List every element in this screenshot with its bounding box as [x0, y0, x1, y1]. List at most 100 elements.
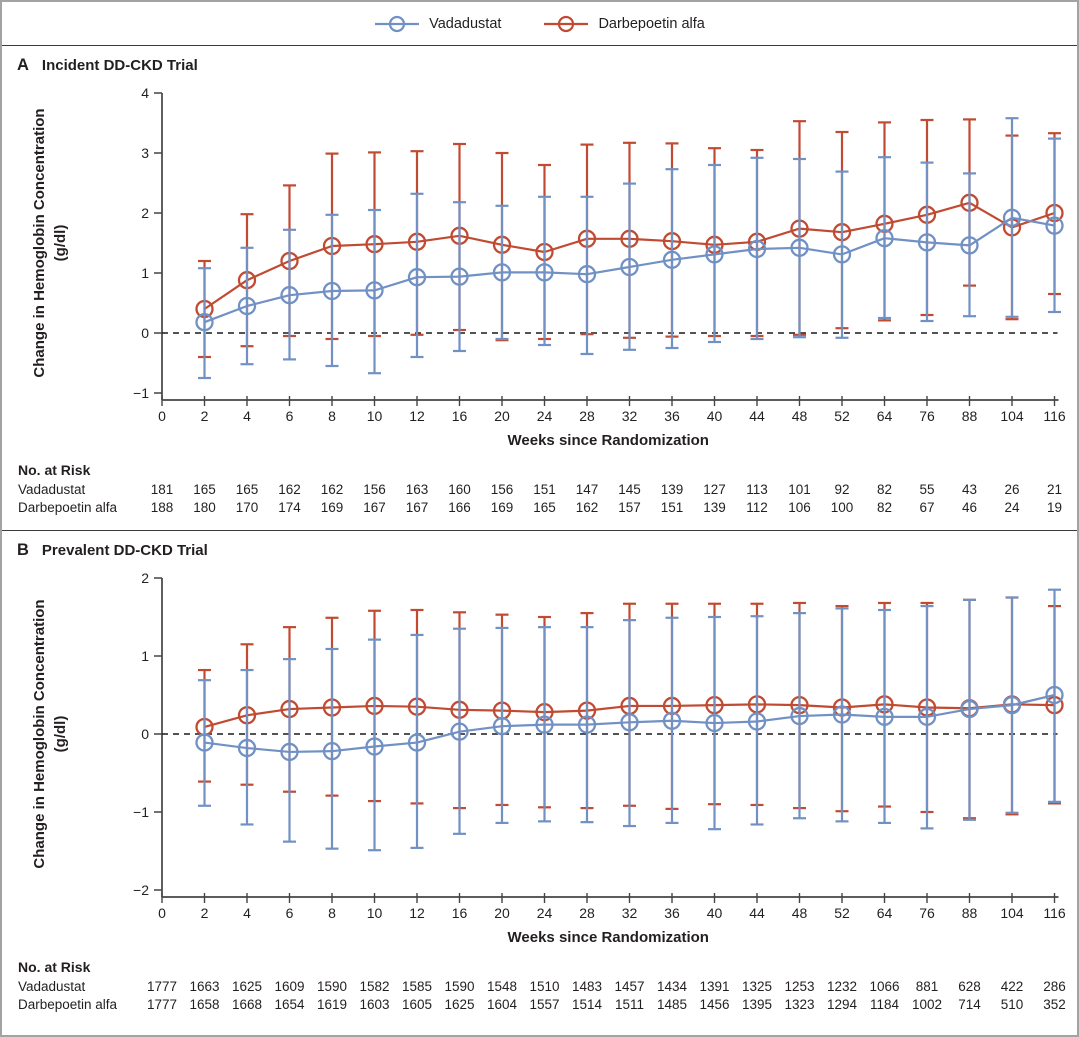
x-tick-label: 88 [962, 408, 978, 424]
vadadustat-marker-icon [375, 15, 420, 32]
risk-value: 510 [1001, 997, 1024, 1012]
risk-value: 352 [1043, 997, 1066, 1012]
y-axis-title-units: (g/dl) [52, 716, 69, 753]
x-tick-label: 4 [243, 905, 251, 921]
x-axis: 0 2 4 6 8 10 12 16 20 24 28 32 36 40 44 48 52 64 76 88 104 11… [158, 893, 1066, 946]
risk-table: No. at Risk Vadadustat 1777 1663 1625 1609 159… [18, 959, 1066, 1012]
x-tick-label: 32 [622, 905, 638, 921]
x-tick-label: 40 [707, 408, 723, 424]
risk-value: 1456 [699, 997, 729, 1012]
risk-value: 160 [448, 482, 471, 497]
legend-label-darbepoetin: Darbepoetin alfa [598, 15, 705, 32]
risk-value: 92 [834, 482, 849, 497]
risk-value: 1323 [784, 997, 814, 1012]
risk-value: 1557 [529, 997, 559, 1012]
x-tick-label: 88 [962, 905, 978, 921]
data-point-marker [747, 239, 767, 259]
panel-a-letter: A [17, 56, 29, 74]
series-vadadustat [195, 588, 1064, 852]
risk-value: 1777 [147, 997, 177, 1012]
risk-row-label: Vadadustat [18, 979, 86, 994]
risk-value: 1066 [869, 979, 899, 994]
risk-value: 1609 [274, 979, 304, 994]
risk-value: 1514 [572, 997, 603, 1012]
x-tick-label: 8 [328, 408, 336, 424]
y-tick-label: −1 [133, 385, 149, 401]
data-point-marker [790, 706, 809, 726]
risk-value: 1658 [189, 997, 219, 1012]
risk-value: 1663 [189, 979, 219, 994]
risk-row-label: Darbepoetin alfa [18, 500, 118, 515]
risk-value: 147 [576, 482, 599, 497]
data-point-marker [832, 245, 852, 264]
x-tick-label: 40 [707, 905, 723, 921]
risk-value: 82 [877, 482, 892, 497]
risk-value: 714 [958, 997, 981, 1012]
risk-value: 167 [363, 500, 386, 515]
risk-value: 881 [916, 979, 939, 994]
darbepoetin-marker-icon [544, 15, 589, 32]
risk-value: 1548 [487, 979, 517, 994]
x-axis-title: Weeks since Randomization [508, 929, 709, 946]
x-tick-label: 20 [494, 408, 510, 424]
panel-b-title: Prevalent DD-CKD Trial [41, 542, 208, 559]
data-point-marker [875, 707, 894, 726]
data-point-marker [450, 267, 469, 286]
risk-value: 162 [278, 482, 301, 497]
data-point-marker [1045, 685, 1064, 705]
risk-value: 26 [1004, 482, 1019, 497]
series-line [204, 216, 1055, 324]
x-axis-title: Weeks since Randomization [508, 432, 709, 449]
risk-value: 1668 [232, 997, 262, 1012]
risk-value: 422 [1001, 979, 1024, 994]
risk-value: 165 [533, 500, 556, 515]
data-point-marker [1002, 695, 1022, 715]
risk-value: 139 [661, 482, 684, 497]
risk-value: 188 [151, 500, 174, 515]
risk-value: 163 [406, 482, 429, 497]
x-tick-label: 28 [579, 408, 595, 424]
x-tick-label: 52 [834, 408, 850, 424]
risk-value: 1483 [572, 979, 602, 994]
y-tick-label: −2 [133, 882, 149, 898]
y-tick-label: 2 [141, 205, 149, 221]
legend-item-darbepoetin: Darbepoetin alfa [543, 15, 705, 33]
risk-value: 1777 [147, 979, 177, 994]
x-tick-label: 44 [749, 408, 765, 424]
y-axis-title: Change in Hemoglobin Concentration [31, 599, 48, 868]
data-point-marker [280, 286, 299, 305]
x-tick-label: 12 [409, 408, 425, 424]
x-tick-label: 8 [328, 905, 336, 921]
data-point-marker [620, 713, 639, 732]
risk-value: 170 [236, 500, 259, 515]
y-axis-title-units: (g/dl) [52, 225, 69, 262]
risk-value: 127 [703, 482, 726, 497]
x-tick-label: 6 [286, 905, 294, 921]
x-tick-label: 12 [409, 905, 425, 921]
data-point-marker [662, 250, 682, 269]
x-tick-label: 52 [834, 905, 850, 921]
risk-value: 166 [448, 500, 471, 515]
data-point-marker [790, 238, 809, 257]
risk-value: 1485 [657, 997, 687, 1012]
risk-value: 46 [962, 500, 977, 515]
data-point-marker [1002, 208, 1022, 227]
risk-value: 165 [236, 482, 259, 497]
risk-value: 139 [703, 500, 726, 515]
x-tick-label: 116 [1043, 408, 1066, 424]
x-tick-label: 20 [494, 905, 510, 921]
y-axis-title: Change in Hemoglobin Concentration [31, 108, 48, 377]
x-tick-label: 76 [919, 905, 935, 921]
y-axis: 2 1 0 −1 −2 Change in Hemoglobin Concentratio… [31, 570, 163, 898]
x-tick-label: 64 [877, 408, 893, 424]
risk-value: 1582 [359, 979, 389, 994]
data-point-marker [875, 229, 894, 248]
risk-value: 169 [321, 500, 344, 515]
risk-value: 106 [788, 500, 811, 515]
risk-value: 1253 [784, 979, 814, 994]
risk-value: 286 [1043, 979, 1066, 994]
data-point-marker [407, 268, 427, 287]
x-tick-label: 64 [877, 905, 893, 921]
